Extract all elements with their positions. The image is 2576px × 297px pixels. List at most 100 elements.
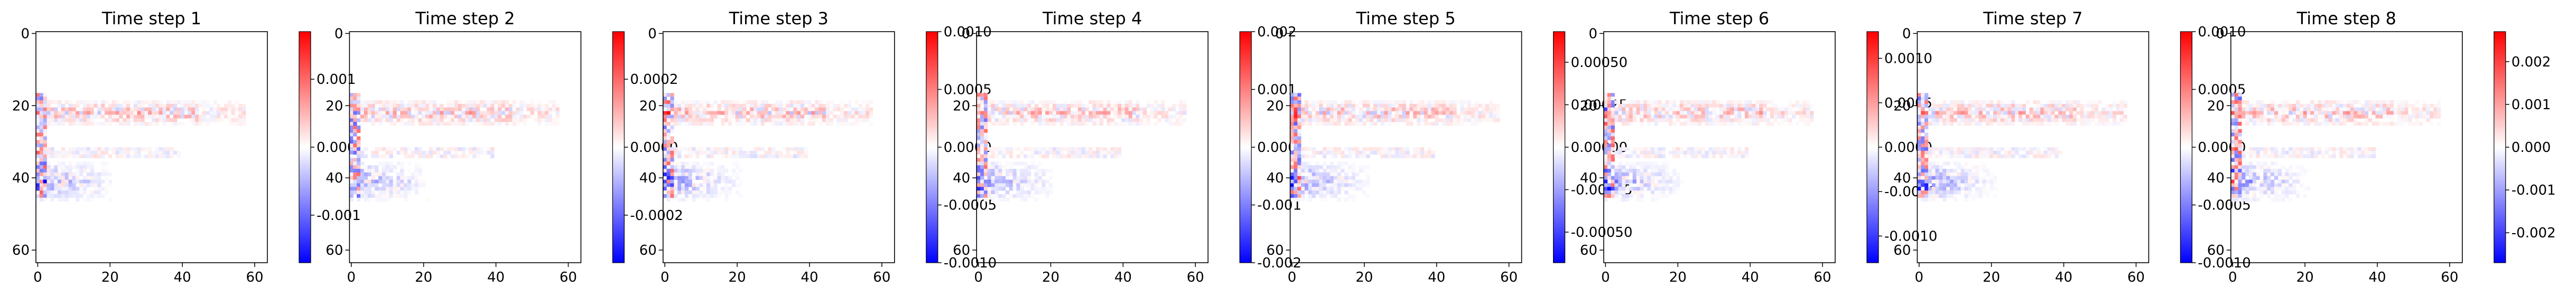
heatmap-cell: [1788, 111, 1792, 115]
heatmap-cell: [2336, 111, 2340, 115]
heatmap-cell: [357, 100, 361, 104]
heatmap-cell: [1179, 107, 1183, 111]
heatmap-cell: [1118, 107, 1122, 111]
x-tick-label: 40: [1428, 270, 1445, 285]
heatmap-cell: [1067, 118, 1071, 122]
heatmap-cell: [1027, 194, 1031, 198]
heatmap-cell: [1676, 147, 1680, 151]
heatmap-cell: [1370, 114, 1374, 119]
heatmap-cell: [537, 100, 542, 104]
heatmap-cell: [414, 100, 419, 104]
heatmap-cell: [1708, 103, 1713, 108]
heatmap-cell: [1348, 100, 1352, 104]
heatmap-cell: [1341, 103, 1345, 108]
y-tick-label: 60: [953, 243, 970, 258]
heatmap-cell: [1978, 147, 1983, 151]
heatmap-cell: [505, 111, 509, 115]
heatmap-cell: [385, 154, 390, 158]
heatmap-cell: [1424, 100, 1428, 104]
heatmap-cell: [47, 169, 51, 173]
heatmap-cell: [97, 187, 101, 191]
heatmap-cell: [983, 187, 988, 191]
heatmap-cell: [54, 100, 58, 104]
heatmap-cell: [1492, 107, 1497, 111]
heatmap-cell: [847, 100, 852, 104]
heatmap-cell: [836, 107, 841, 111]
heatmap-cell: [68, 165, 72, 169]
heatmap-cell: [684, 165, 689, 169]
heatmap-cell: [760, 111, 765, 115]
heatmap-cell: [2365, 100, 2369, 104]
heatmap-cell: [1099, 150, 1104, 155]
heatmap-cell: [349, 129, 354, 133]
heatmap-cell: [50, 147, 54, 151]
heatmap-cell: [829, 100, 833, 104]
heatmap-cell: [367, 194, 371, 198]
heatmap-cell: [1748, 111, 1752, 115]
heatmap-cell: [2249, 103, 2253, 108]
heatmap-cell: [180, 100, 184, 104]
heatmap-cell: [1618, 107, 1622, 111]
heatmap-cell: [1604, 100, 1608, 104]
heatmap-cell: [36, 187, 40, 191]
heatmap-cell: [1020, 176, 1024, 180]
heatmap-cell: [1604, 125, 1608, 130]
heatmap-cell: [1071, 147, 1075, 151]
heatmap-cell: [1059, 122, 1064, 126]
heatmap-cell: [195, 111, 199, 115]
heatmap-cell: [349, 150, 354, 155]
heatmap-cell: [1694, 100, 1698, 104]
heatmap-cell: [1607, 107, 1612, 111]
heatmap-cell: [72, 183, 76, 187]
heatmap-cell: [1308, 183, 1313, 187]
heatmap-cell: [739, 114, 743, 119]
heatmap-cell: [537, 122, 542, 126]
heatmap-cell: [364, 154, 368, 158]
heatmap-cell: [1632, 111, 1636, 115]
heatmap-cell: [79, 147, 83, 151]
heatmap-cell: [1464, 107, 1468, 111]
heatmap-cell: [1074, 111, 1078, 115]
colorbar: [1553, 31, 1566, 263]
heatmap-cell: [1614, 111, 1619, 115]
heatmap-cell: [1016, 187, 1020, 191]
heatmap-cell: [1402, 103, 1406, 108]
heatmap-cell: [1931, 111, 1936, 115]
heatmap-cell: [1647, 161, 1651, 166]
heatmap-cell: [710, 172, 714, 177]
heatmap-cell: [713, 147, 718, 151]
heatmap-cell: [231, 107, 235, 111]
heatmap-cell: [2324, 103, 2329, 108]
heatmap-cell: [360, 169, 365, 173]
heatmap-cell: [1957, 111, 1961, 115]
heatmap-cell: [666, 107, 671, 111]
heatmap-cell: [2029, 150, 2033, 155]
heatmap-cell: [1492, 114, 1497, 119]
heatmap-cell: [699, 114, 703, 119]
heatmap-cell: [1005, 190, 1010, 195]
heatmap-cell: [1297, 187, 1301, 191]
heatmap-cell: [1438, 103, 1443, 108]
heatmap-cell: [414, 172, 419, 177]
heatmap-cell: [404, 197, 408, 202]
colorbar-tick-label: 0.00050: [1571, 55, 1628, 71]
heatmap-cell: [1106, 118, 1111, 122]
heatmap-cell: [710, 161, 714, 166]
heatmap-cell: [977, 132, 981, 137]
heatmap-cell: [2047, 114, 2052, 119]
heatmap-cell: [2076, 100, 2080, 104]
heatmap-cell: [1917, 125, 1921, 130]
heatmap-cell: [980, 169, 984, 173]
heatmap-cell: [1716, 103, 1720, 108]
heatmap-cell: [1146, 100, 1151, 104]
heatmap-cell: [1614, 190, 1619, 195]
heatmap-cell: [987, 183, 991, 187]
heatmap-cell: [1802, 111, 1807, 115]
x-tick-label: 20: [1983, 270, 2000, 285]
heatmap-cell: [1074, 122, 1078, 126]
heatmap-cell: [58, 190, 62, 195]
heatmap-cell: [227, 103, 231, 108]
heatmap-cell: [1391, 100, 1396, 104]
heatmap-cell: [2357, 100, 2361, 104]
heatmap-cell: [86, 165, 91, 169]
